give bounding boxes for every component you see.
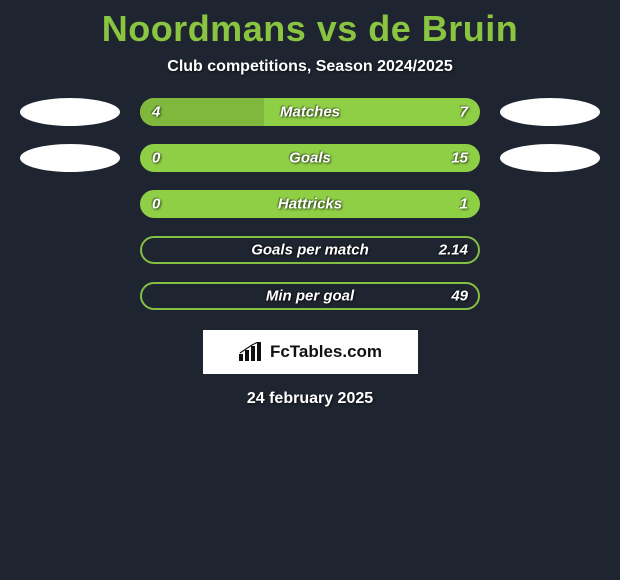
player-left-ellipse — [20, 144, 120, 172]
subtitle: Club competitions, Season 2024/2025 — [167, 58, 452, 76]
stat-bar: 2.14 Goals per match — [140, 236, 480, 264]
stat-bar: 0 15 Goals — [140, 144, 480, 172]
stat-row: 0 1 Hattricks — [0, 190, 620, 218]
stat-label: Goals — [289, 150, 331, 167]
stat-row: 0 15 Goals — [0, 144, 620, 172]
stat-label: Goals per match — [251, 242, 369, 259]
stat-row: 2.14 Goals per match — [0, 236, 620, 264]
stat-value-left: 0 — [152, 150, 160, 167]
stat-bar: 4 7 Matches — [140, 98, 480, 126]
stat-value-right: 1 — [460, 196, 468, 213]
stat-label: Hattricks — [278, 196, 342, 213]
brand-badge: FcTables.com — [203, 330, 418, 374]
stat-value-right: 2.14 — [439, 242, 468, 259]
player-right-ellipse — [500, 144, 600, 172]
bars-icon — [238, 342, 264, 362]
player-right-ellipse — [500, 98, 600, 126]
brand-text: FcTables.com — [270, 342, 382, 362]
stat-label: Min per goal — [266, 288, 354, 305]
comparison-infographic: Noordmans vs de Bruin Club competitions,… — [0, 0, 620, 408]
stat-bar: 0 1 Hattricks — [140, 190, 480, 218]
stat-row: 4 7 Matches — [0, 98, 620, 126]
stats-rows: 4 7 Matches 0 15 Goals 0 1 Hattricks 2.14 Goals pe… — [0, 98, 620, 310]
stat-value-left: 4 — [152, 104, 160, 121]
stat-label: Matches — [280, 104, 340, 121]
stat-value-right: 49 — [451, 288, 468, 305]
stat-value-left: 0 — [152, 196, 160, 213]
date-label: 24 february 2025 — [247, 390, 373, 408]
player-left-ellipse — [20, 98, 120, 126]
stat-row: 49 Min per goal — [0, 282, 620, 310]
page-title: Noordmans vs de Bruin — [102, 8, 519, 50]
stat-value-right: 7 — [460, 104, 468, 121]
stat-bar: 49 Min per goal — [140, 282, 480, 310]
stat-value-right: 15 — [451, 150, 468, 167]
